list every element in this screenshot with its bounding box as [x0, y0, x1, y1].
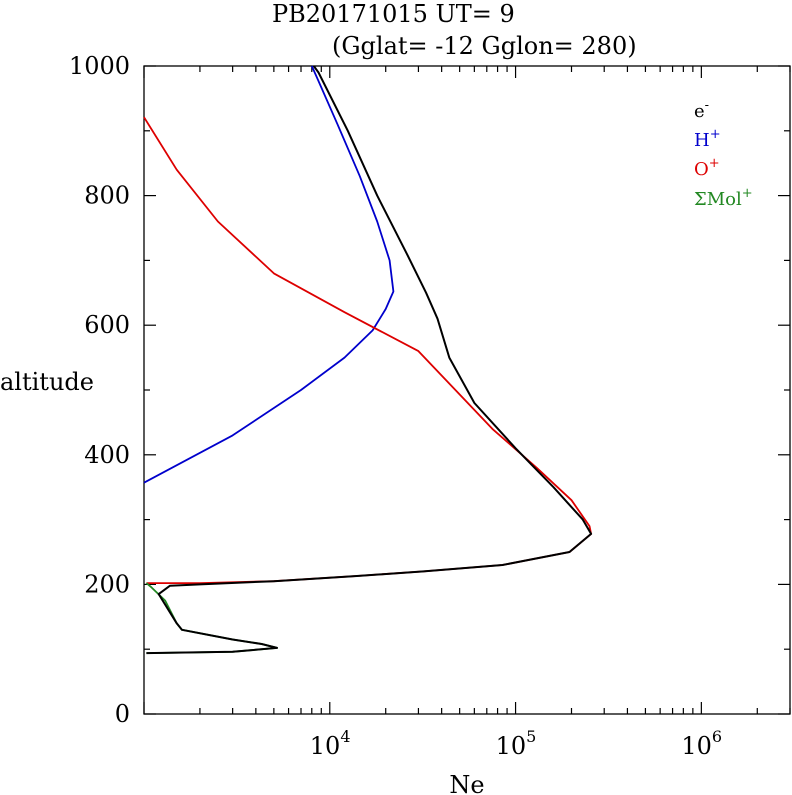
- x-tick-label: 105: [496, 727, 537, 760]
- chart-subtitle: (Gglat= -12 Gglon= 280): [332, 32, 637, 60]
- y-tick-label: 200: [84, 570, 130, 598]
- legend-entry-0: e-: [694, 98, 709, 122]
- y-tick-label: 1000: [69, 52, 130, 80]
- legend-entry-2: O+: [694, 156, 720, 180]
- series-line-1: [143, 65, 395, 484]
- series-line-2: [143, 116, 592, 584]
- y-ticks: 0 200 400 600 800 1000: [69, 52, 790, 728]
- y-tick-label: 400: [84, 441, 130, 469]
- y-tick-label: 0: [115, 700, 130, 728]
- x-tick-label: 104: [310, 727, 351, 760]
- y-axis-label: altitude: [0, 368, 94, 396]
- y-tick-label: 600: [84, 311, 130, 339]
- series-line-0: [146, 65, 593, 655]
- legend-entry-3: ΣMol+: [694, 186, 753, 210]
- y-tick-label: 800: [84, 182, 130, 210]
- x-tick-label: 106: [681, 727, 722, 760]
- legend: e- H+ O+ ΣMol+: [694, 98, 753, 210]
- chart-title: PB20171015 UT= 9: [272, 0, 515, 28]
- legend-entry-1: H+: [694, 127, 721, 151]
- series-layer: [143, 65, 593, 655]
- x-ticks: 104 105 106: [143, 66, 791, 760]
- x-axis-label: Ne: [449, 771, 484, 795]
